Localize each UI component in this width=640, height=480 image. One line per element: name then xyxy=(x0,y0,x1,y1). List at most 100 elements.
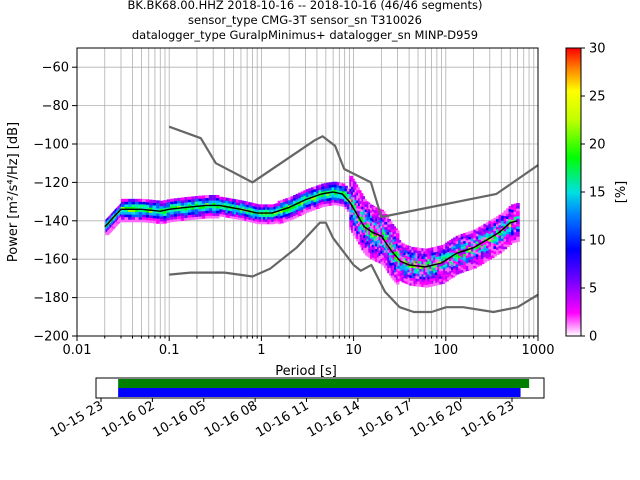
density-cell xyxy=(277,200,282,204)
density-cell xyxy=(326,185,330,189)
density-cell xyxy=(223,202,228,206)
density-cell xyxy=(184,207,188,211)
density-cell xyxy=(290,198,295,202)
density-cell xyxy=(441,280,445,284)
timeline-tick-label: 10-16 14 xyxy=(305,398,363,440)
density-cell xyxy=(280,215,284,219)
density-cell xyxy=(252,220,257,224)
density-cell xyxy=(331,199,336,203)
density-cell xyxy=(413,270,418,274)
density-cell xyxy=(208,212,213,216)
density-cell xyxy=(490,229,495,233)
density-cell xyxy=(475,246,480,250)
density-cell xyxy=(437,271,441,275)
density-cell xyxy=(265,221,269,225)
density-cell xyxy=(449,270,453,274)
density-cell xyxy=(443,261,447,265)
density-cell xyxy=(480,232,485,236)
density-cell xyxy=(244,210,248,214)
density-cell xyxy=(513,213,518,217)
density-cell xyxy=(433,257,437,261)
density-cell xyxy=(194,216,199,220)
density-cell xyxy=(397,275,402,279)
density-cell xyxy=(128,216,132,220)
density-cell xyxy=(295,211,300,215)
density-cell xyxy=(498,232,503,236)
density-cell xyxy=(473,260,477,264)
density-cell xyxy=(506,233,510,237)
y-tick-label: −120 xyxy=(33,176,69,191)
density-cell xyxy=(336,195,341,199)
density-cell xyxy=(409,269,414,273)
density-cell xyxy=(415,250,420,254)
density-cell xyxy=(411,270,416,274)
density-cell xyxy=(429,258,433,262)
density-cell xyxy=(405,250,410,254)
density-cell xyxy=(246,204,251,208)
density-cell xyxy=(159,208,164,212)
density-cell xyxy=(468,236,472,240)
density-cell xyxy=(180,210,185,214)
density-cell xyxy=(449,257,453,261)
density-cell xyxy=(223,214,228,218)
density-cell xyxy=(128,209,132,213)
density-cell xyxy=(397,252,402,256)
density-cell xyxy=(451,274,455,278)
density-cell xyxy=(295,198,300,202)
density-cell xyxy=(231,198,236,202)
density-cell xyxy=(490,237,495,241)
density-cell xyxy=(435,246,439,250)
density-cell xyxy=(439,248,443,252)
density-cell xyxy=(277,210,282,214)
density-cell xyxy=(478,226,482,230)
density-cell xyxy=(397,265,402,269)
density-cell xyxy=(483,223,487,227)
density-cell xyxy=(236,216,240,220)
density-cell xyxy=(318,184,323,188)
density-cell xyxy=(468,259,472,263)
density-cell xyxy=(411,280,416,284)
density-cell xyxy=(149,214,153,218)
density-cell xyxy=(460,254,465,258)
density-cell xyxy=(501,248,505,252)
density-cell xyxy=(473,237,477,241)
density-cell xyxy=(215,197,220,201)
density-cell xyxy=(407,281,412,285)
density-cell xyxy=(403,267,408,271)
density-cell xyxy=(300,211,305,215)
density-cell xyxy=(399,267,404,271)
density-cell xyxy=(395,235,400,239)
density-cell xyxy=(493,225,498,229)
density-cell xyxy=(425,282,429,286)
density-cell xyxy=(455,258,460,262)
density-cell xyxy=(142,211,146,215)
density-cell xyxy=(263,214,267,218)
density-cell xyxy=(180,207,185,211)
density-cell xyxy=(511,219,515,223)
density-cell xyxy=(177,200,181,204)
density-cell xyxy=(339,187,343,191)
density-cell xyxy=(413,272,418,276)
density-cell xyxy=(431,265,435,269)
density-cell xyxy=(149,212,153,216)
density-cell xyxy=(229,208,234,212)
density-cell xyxy=(463,240,467,244)
density-cell xyxy=(124,203,129,207)
density-cell xyxy=(417,247,422,251)
density-cell xyxy=(135,203,139,207)
density-cell xyxy=(503,243,508,247)
density-cell xyxy=(506,236,510,240)
density-cell xyxy=(409,259,414,263)
density-cell xyxy=(191,211,195,215)
density-cell xyxy=(433,259,437,263)
density-cell xyxy=(221,213,226,217)
density-cell xyxy=(293,212,297,216)
density-cell xyxy=(435,261,439,265)
density-cell xyxy=(334,197,338,201)
density-cell xyxy=(503,233,508,237)
density-cell xyxy=(341,188,346,192)
density-cell xyxy=(138,211,143,215)
density-cell xyxy=(431,270,435,274)
density-cell xyxy=(451,256,455,260)
density-cell xyxy=(419,253,423,257)
